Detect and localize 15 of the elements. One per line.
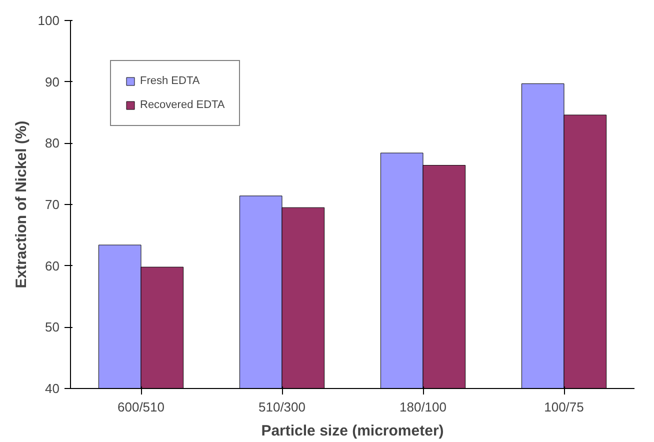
- y-axis-title: Extraction of Nickel (%): [12, 120, 30, 288]
- y-tick-label: 90: [45, 74, 60, 90]
- y-tick-label: 50: [45, 320, 60, 335]
- x-tick-label: 180/100: [400, 400, 447, 414]
- legend-label: Fresh EDTA: [140, 75, 200, 87]
- y-tick-label: 60: [45, 258, 60, 274]
- x-tick-label: 600/510: [118, 400, 165, 414]
- x-tick-label: 100/75: [544, 400, 584, 414]
- y-tick-label: 70: [45, 197, 60, 212]
- legend-label: Recovered EDTA: [140, 99, 225, 111]
- y-tick-label: 40: [45, 381, 60, 396]
- y-tick-label: 100: [38, 13, 60, 28]
- x-tick-label: 510/300: [258, 400, 306, 414]
- y-tick-label: 80: [45, 136, 60, 151]
- x-axis-title: Particle size (micrometer): [261, 422, 444, 440]
